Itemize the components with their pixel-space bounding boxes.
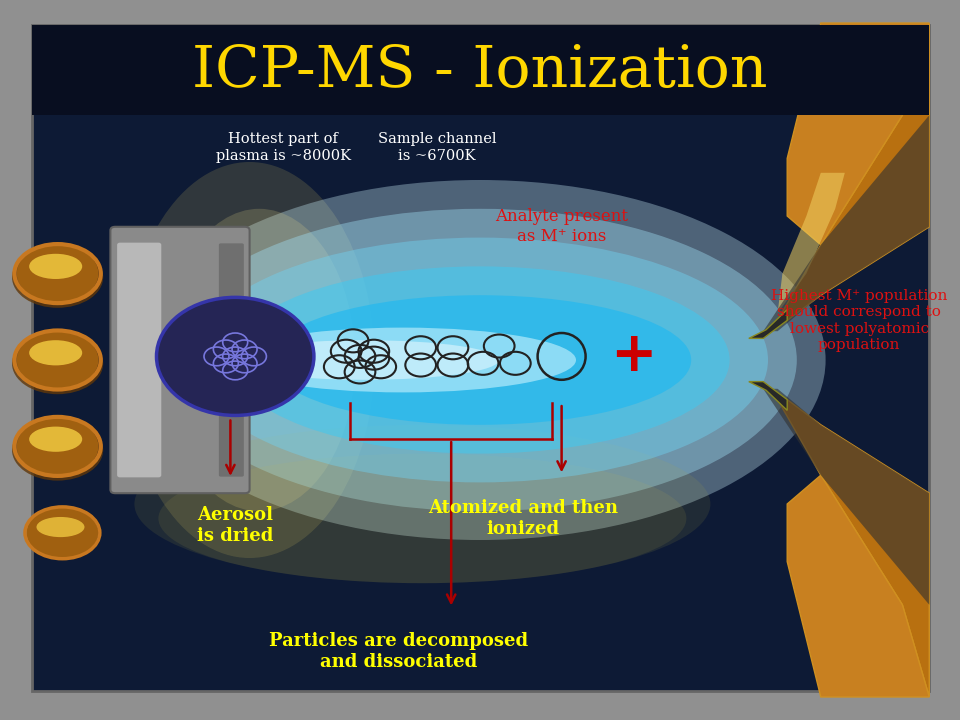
- FancyBboxPatch shape: [32, 25, 929, 115]
- FancyBboxPatch shape: [117, 243, 161, 477]
- Text: Sample channel
is ~6700K: Sample channel is ~6700K: [377, 132, 496, 163]
- Ellipse shape: [163, 209, 797, 511]
- Polygon shape: [749, 310, 787, 338]
- Polygon shape: [749, 382, 787, 410]
- Polygon shape: [763, 23, 929, 335]
- Ellipse shape: [16, 245, 99, 302]
- Ellipse shape: [12, 246, 103, 308]
- Ellipse shape: [230, 340, 499, 380]
- Polygon shape: [763, 385, 929, 697]
- Ellipse shape: [134, 180, 826, 540]
- Circle shape: [156, 297, 314, 415]
- Polygon shape: [787, 23, 929, 245]
- Ellipse shape: [192, 238, 768, 482]
- Text: ICP-MS - Ionization: ICP-MS - Ionization: [192, 42, 768, 99]
- Ellipse shape: [230, 328, 576, 392]
- Ellipse shape: [158, 454, 686, 583]
- Text: Particles are decomposed
and dissociated: Particles are decomposed and dissociated: [269, 632, 528, 671]
- Text: +: +: [611, 329, 657, 383]
- Ellipse shape: [125, 162, 374, 558]
- Text: Highest M⁺ population
should correspond to
lowest polyatomic
population: Highest M⁺ population should correspond …: [771, 289, 948, 351]
- Text: Atomized and then
ionized: Atomized and then ionized: [428, 499, 618, 538]
- Text: Hottest part of
plasma is ~8000K: Hottest part of plasma is ~8000K: [216, 132, 350, 163]
- Ellipse shape: [36, 517, 84, 537]
- Ellipse shape: [16, 331, 99, 389]
- Ellipse shape: [12, 419, 103, 481]
- Ellipse shape: [27, 508, 99, 558]
- Ellipse shape: [134, 425, 710, 583]
- Ellipse shape: [230, 266, 730, 454]
- FancyBboxPatch shape: [110, 227, 250, 493]
- Ellipse shape: [29, 253, 83, 279]
- Ellipse shape: [29, 340, 83, 366]
- Text: Analyte present
as M⁺ ions: Analyte present as M⁺ ions: [495, 209, 628, 245]
- Polygon shape: [763, 389, 929, 605]
- Ellipse shape: [29, 426, 83, 452]
- Polygon shape: [778, 173, 845, 313]
- Ellipse shape: [16, 418, 99, 475]
- Ellipse shape: [269, 295, 691, 425]
- FancyBboxPatch shape: [32, 25, 929, 691]
- Ellipse shape: [12, 333, 103, 395]
- Polygon shape: [787, 475, 929, 697]
- Polygon shape: [763, 115, 929, 331]
- FancyBboxPatch shape: [219, 243, 244, 477]
- Text: Aerosol
is dried: Aerosol is dried: [197, 506, 274, 545]
- Ellipse shape: [163, 209, 355, 511]
